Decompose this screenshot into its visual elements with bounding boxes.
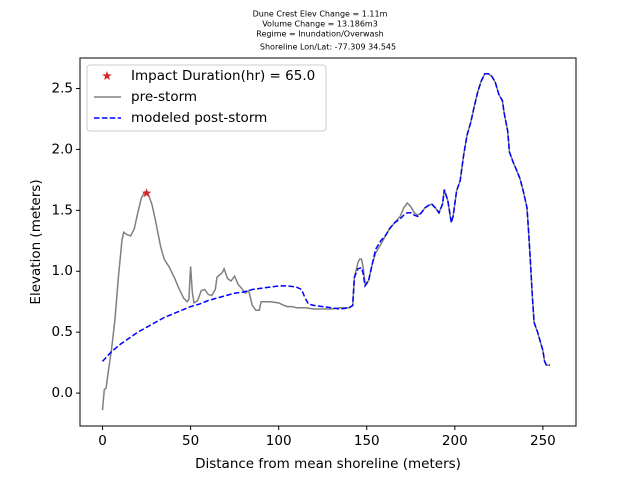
y-tick-label: 2.0 <box>52 141 73 157</box>
y-tick-label: 2.5 <box>52 80 73 96</box>
y-axis-label: Elevation (meters) <box>28 179 44 304</box>
legend-box <box>86 64 327 132</box>
y-tick-label: 1.5 <box>52 202 73 218</box>
legend-label: modeled post-storm <box>131 110 267 126</box>
legend-marker <box>102 71 112 80</box>
series-line <box>101 73 550 366</box>
y-tick-label: 0.0 <box>52 385 73 401</box>
plot-frame <box>79 57 577 427</box>
y-tick-label: 1.0 <box>52 263 73 279</box>
chart-title: Dune Crest Elev Change = 1.11m <box>253 10 388 19</box>
legend-label: Impact Duration(hr) = 65.0 <box>131 68 315 84</box>
star-marker <box>141 188 152 198</box>
x-tick-label: 200 <box>442 433 468 449</box>
x-axis-label: Distance from mean shoreline (meters) <box>195 456 461 472</box>
chart-title: Shoreline Lon/Lat: -77.309 34.545 <box>260 43 396 52</box>
chart-title: Volume Change = 13.186m3 <box>262 20 378 29</box>
x-tick-label: 0 <box>98 433 107 449</box>
chart-title: Regime = Inundation/Overwash <box>256 30 383 39</box>
x-tick-label: 100 <box>266 433 292 449</box>
x-tick-label: 50 <box>182 433 199 449</box>
x-tick-label: 150 <box>354 433 380 449</box>
y-tick-label: 0.5 <box>52 324 73 340</box>
x-tick-label: 250 <box>530 433 556 449</box>
legend-label: pre-storm <box>131 89 197 105</box>
